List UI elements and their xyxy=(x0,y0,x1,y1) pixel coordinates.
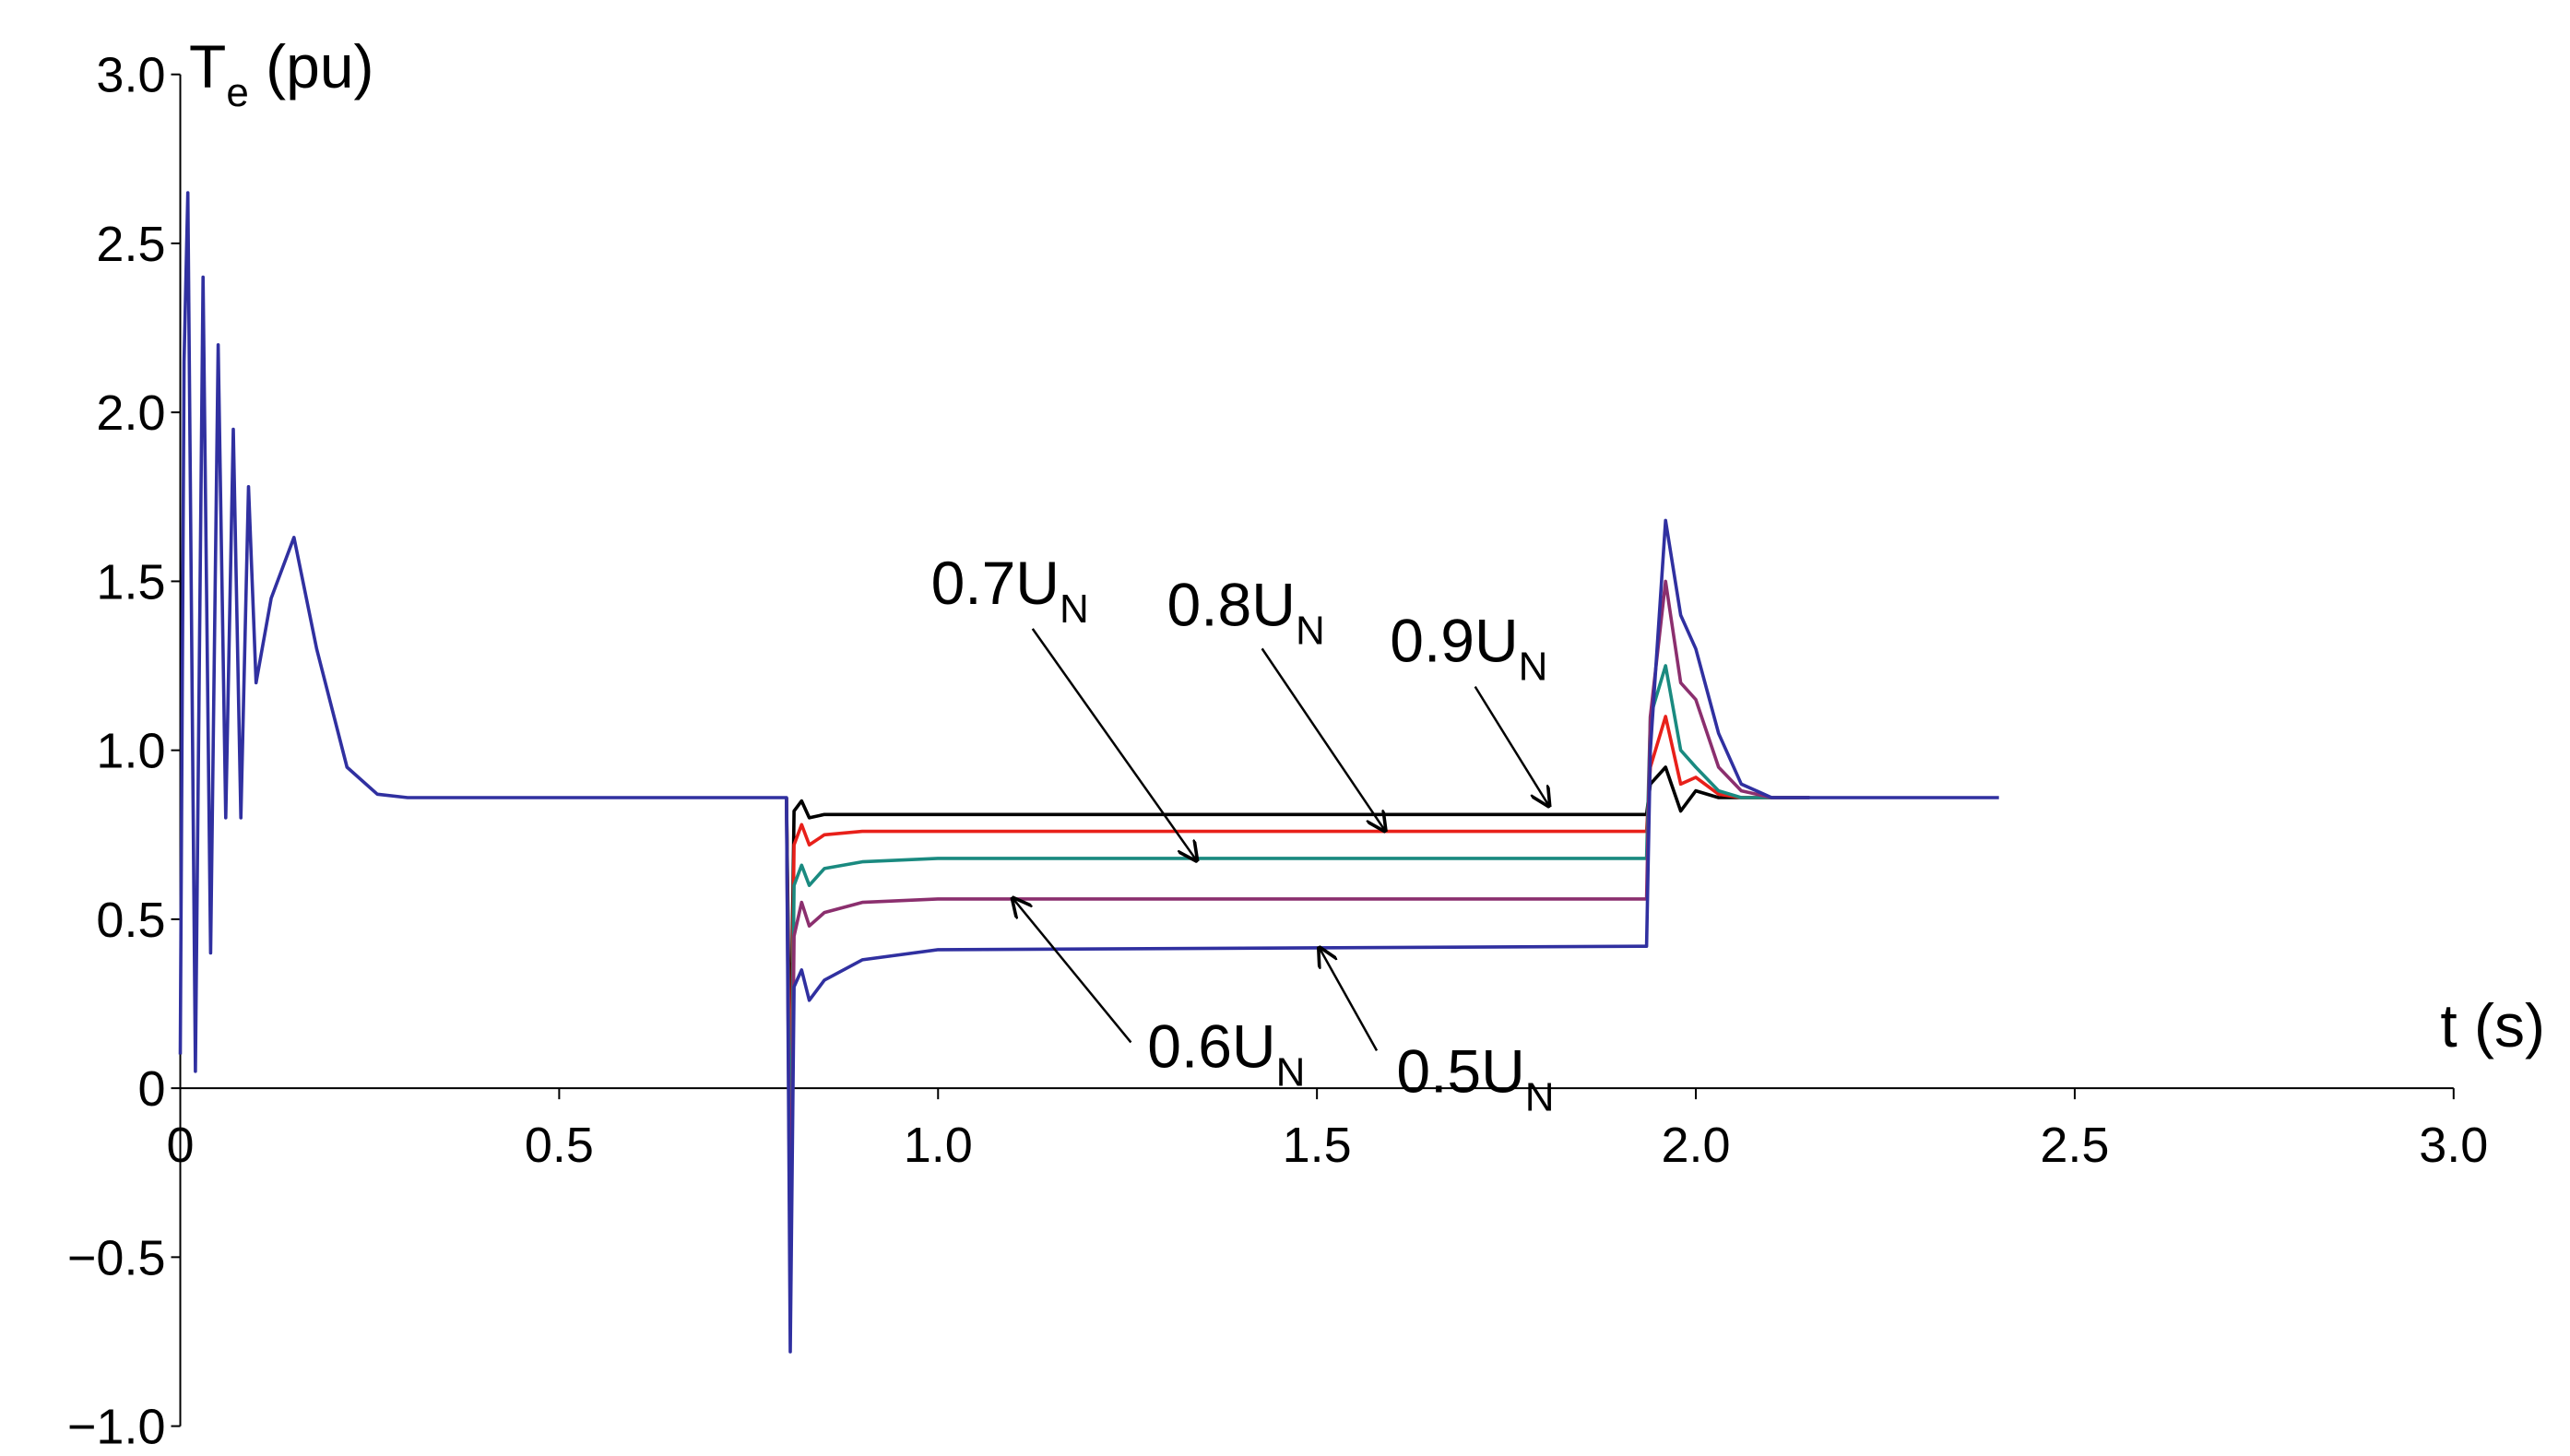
series-label-subscript: N xyxy=(1519,645,1548,690)
series-label-subscript: N xyxy=(1296,608,1325,653)
x-tick-label: 1.0 xyxy=(904,1118,973,1173)
label-arrow xyxy=(1261,647,1385,830)
series-label: 0.5UN xyxy=(1396,1036,1554,1119)
y-tick-label: 2.5 xyxy=(96,217,165,272)
x-tick-label: 1.5 xyxy=(1283,1118,1352,1173)
y-tick-label: 0.5 xyxy=(96,893,165,948)
series-label-subscript: N xyxy=(1060,586,1089,632)
series-label-name: 0.9U xyxy=(1390,607,1518,675)
y-tick-label: −0.5 xyxy=(67,1230,166,1285)
series-label: 0.8UN xyxy=(1167,570,1325,653)
label-arrow xyxy=(1320,948,1379,1052)
series-label-name: 0.7U xyxy=(931,549,1060,617)
y-tick-label: 1.0 xyxy=(96,724,165,779)
x-tick-label: 2.5 xyxy=(2040,1118,2109,1173)
label-arrow xyxy=(1031,628,1197,860)
y-axis-label: Te (pu) xyxy=(189,32,374,115)
series-line xyxy=(178,191,1999,1354)
y-tick-label: 1.5 xyxy=(96,554,165,610)
label-arrow xyxy=(1474,685,1549,806)
y-tick-label: −1.0 xyxy=(67,1400,166,1455)
series-label-name: 0.8U xyxy=(1167,570,1296,638)
series-label-subscript: N xyxy=(1525,1074,1555,1119)
x-tick-label: 3.0 xyxy=(2419,1118,2488,1173)
series-label-name: 0.5U xyxy=(1396,1036,1524,1105)
y-tick-label: 2.0 xyxy=(96,385,165,441)
x-axis-label: t (s) xyxy=(2440,991,2545,1059)
x-tick-label: 0 xyxy=(166,1118,194,1173)
series-label-name: 0.6U xyxy=(1147,1012,1275,1080)
x-tick-label: 2.0 xyxy=(1661,1118,1730,1173)
label-arrow xyxy=(1013,898,1132,1044)
series-label-subscript: N xyxy=(1276,1049,1306,1095)
series-label: 0.6UN xyxy=(1147,1012,1305,1095)
series-label: 0.9UN xyxy=(1390,607,1547,690)
y-tick-label: 3.0 xyxy=(96,48,165,103)
x-tick-label: 0.5 xyxy=(525,1118,594,1173)
series-line xyxy=(785,765,1810,1090)
series-label: 0.7UN xyxy=(931,549,1089,632)
y-tick-label: 0 xyxy=(137,1061,165,1117)
